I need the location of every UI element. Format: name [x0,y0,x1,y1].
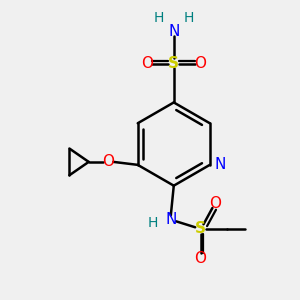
Text: N: N [214,158,226,172]
Text: O: O [102,154,114,169]
Text: S: S [168,56,179,71]
Text: S: S [195,221,206,236]
Text: O: O [194,251,206,266]
Text: N: N [165,212,176,227]
Text: N: N [168,24,179,39]
Text: H: H [148,216,158,230]
Text: O: O [194,56,206,71]
Text: O: O [209,196,221,211]
Text: H: H [154,11,164,25]
Text: H: H [184,11,194,25]
Text: O: O [141,56,153,71]
